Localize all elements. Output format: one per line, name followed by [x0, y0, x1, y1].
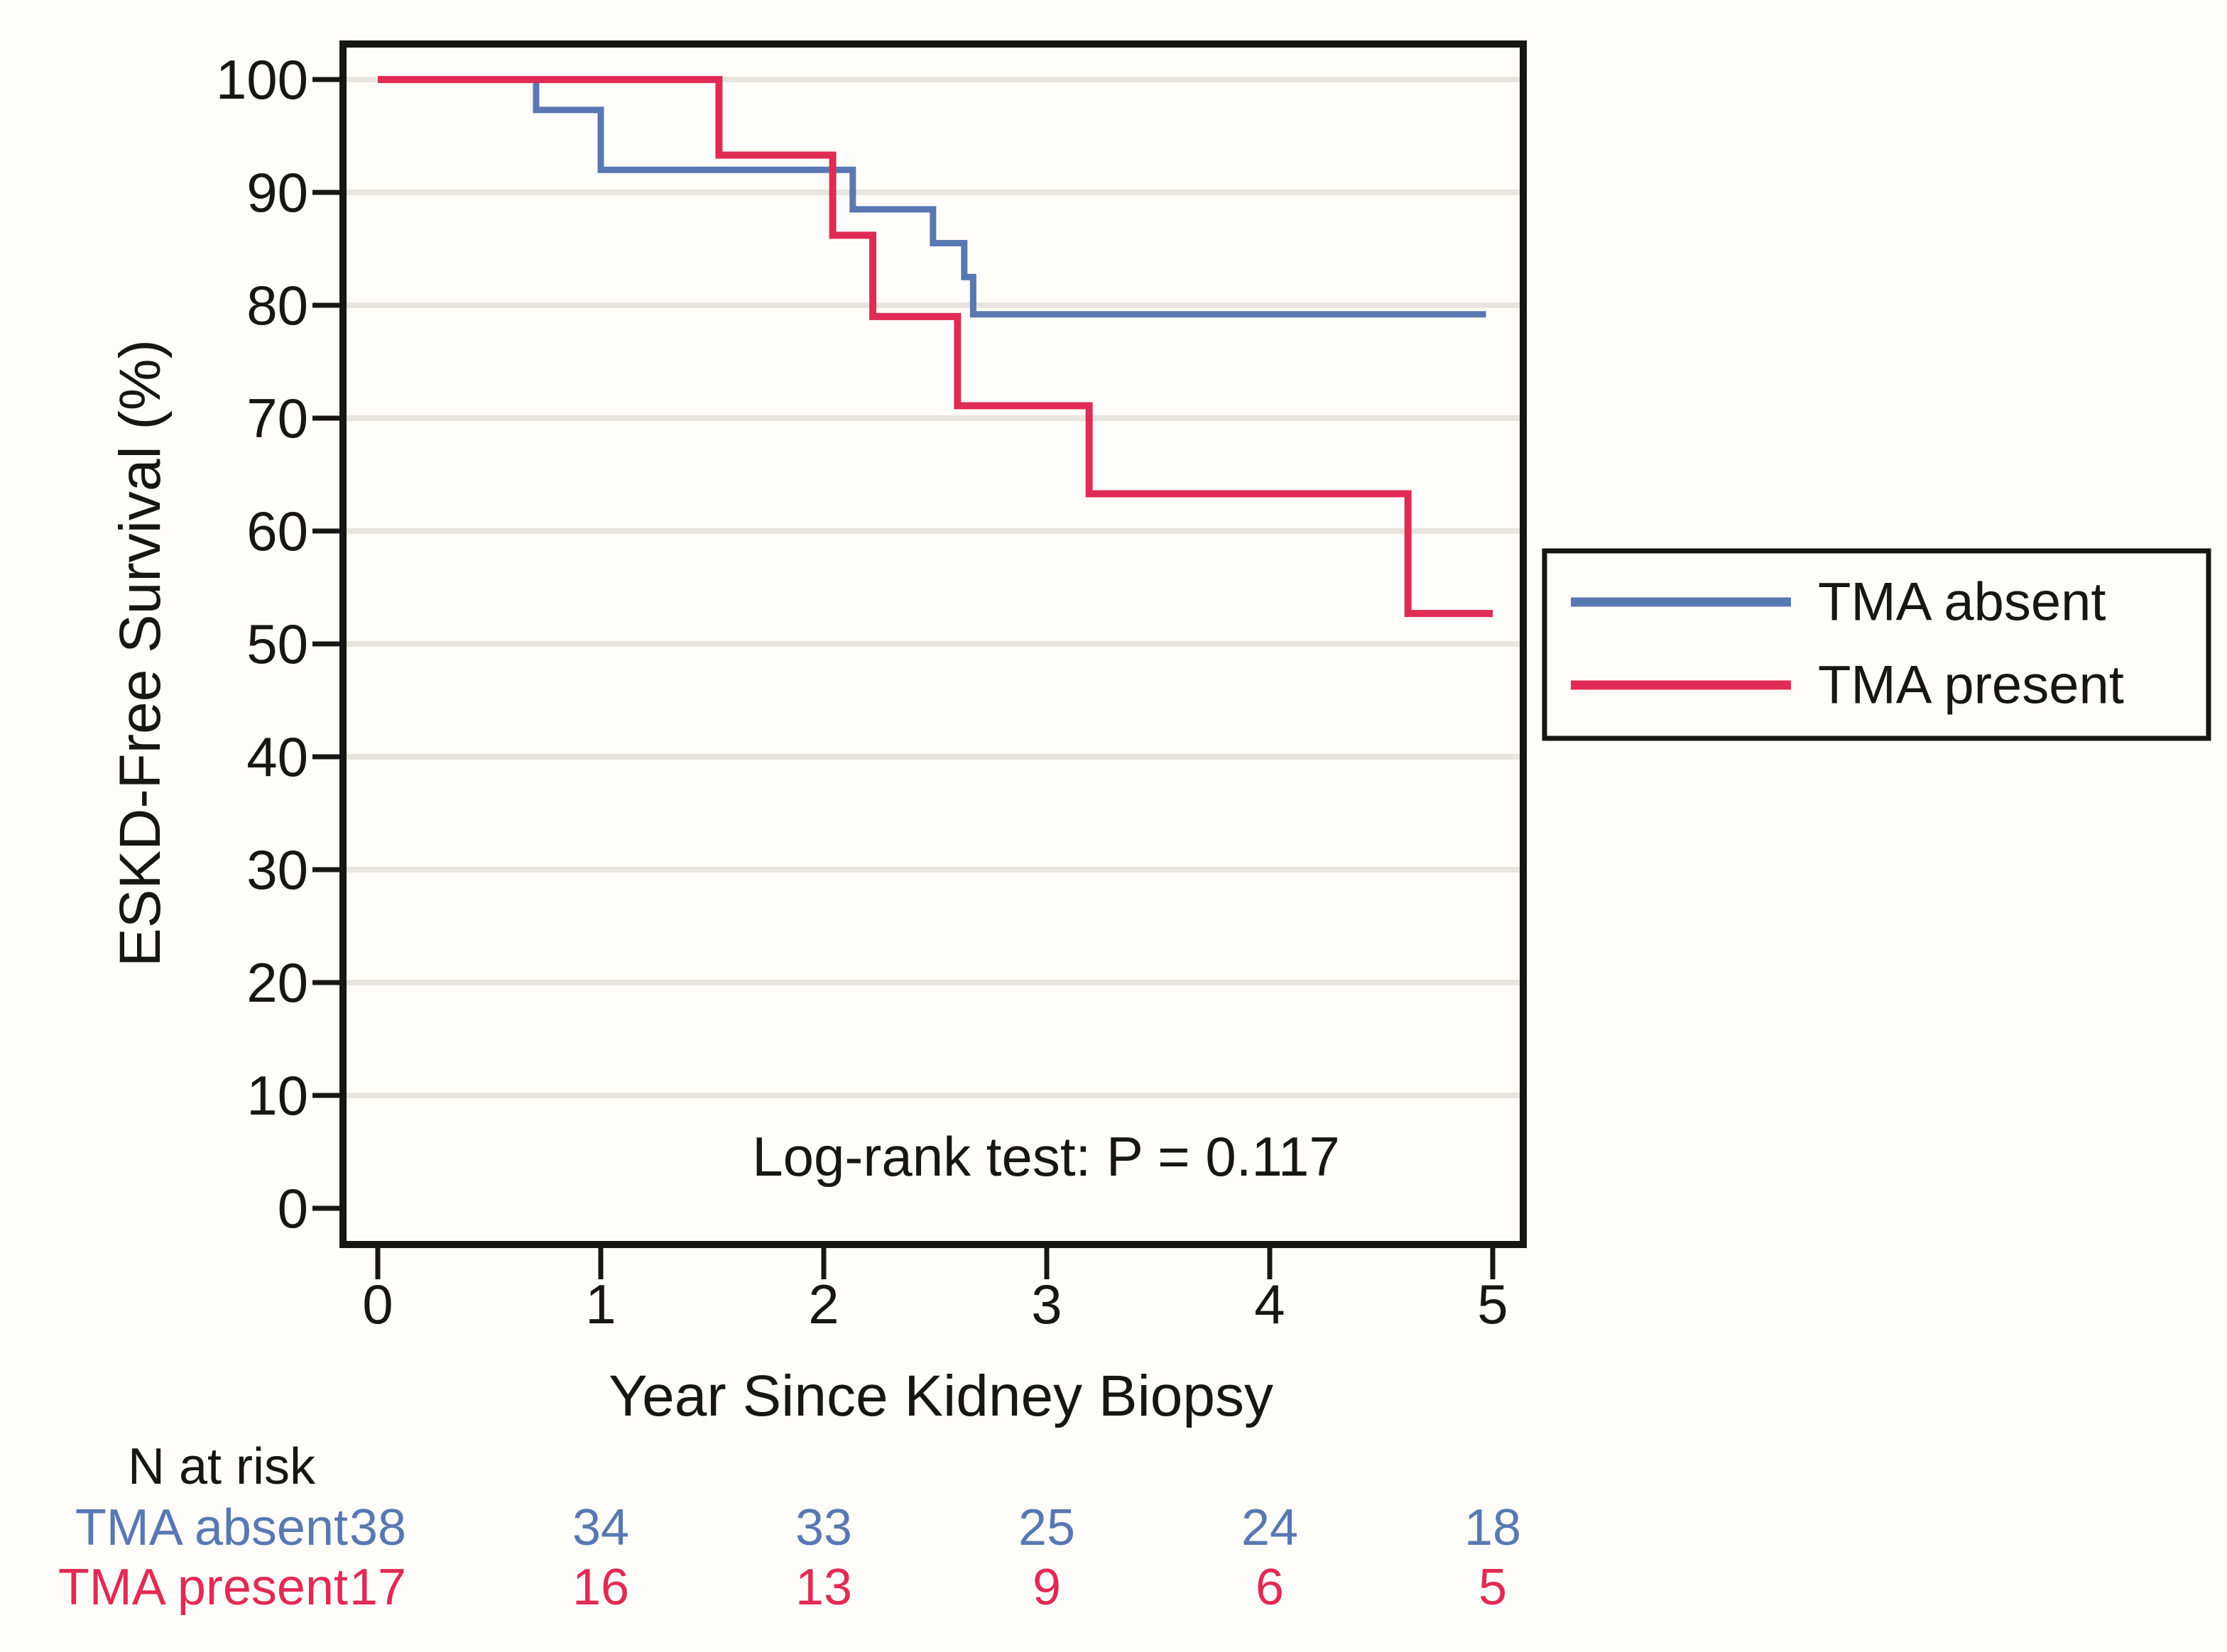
y-tick-label-90: 90 [246, 161, 308, 224]
at-risk-count-tma-absent-year-0: 38 [349, 1499, 406, 1556]
legend-box [1542, 548, 2211, 741]
at-risk-count-tma-absent-year-1: 34 [572, 1499, 629, 1556]
y-tick-label-60: 60 [246, 500, 308, 562]
x-tick-label-2: 2 [808, 1273, 839, 1335]
at-risk-row-label-tma-absent: TMA absent [75, 1499, 348, 1556]
y-tick-label-70: 70 [246, 387, 308, 449]
series-tma-present-line [378, 76, 1493, 618]
x-tick-labels: 0 1 2 3 4 5 [362, 1273, 1508, 1335]
at-risk-count-tma-present-year-2: 13 [795, 1559, 852, 1616]
y-tick-label-30: 30 [246, 838, 308, 901]
at-risk-count-tma-present-year-5: 5 [1479, 1559, 1507, 1616]
at-risk-count-tma-present-year-3: 9 [1033, 1559, 1061, 1616]
legend-label-tma-present: TMA present [1818, 655, 2124, 716]
x-axis-title: Year Since Kidney Biopsy [609, 1364, 1273, 1428]
y-tick-label-0: 0 [278, 1177, 308, 1240]
x-tick-label-0: 0 [362, 1273, 393, 1335]
at-risk-count-tma-absent-year-5: 18 [1464, 1499, 1521, 1556]
gridlines [343, 77, 1523, 1098]
y-axis-ticks [312, 77, 343, 1211]
y-tick-labels: 0 10 20 30 40 50 60 70 80 90 100 [216, 48, 308, 1240]
at-risk-count-tma-absent-year-4: 24 [1241, 1499, 1298, 1556]
at-risk-count-tma-present-year-4: 6 [1256, 1559, 1284, 1616]
x-axis-ticks [375, 1245, 1496, 1279]
y-tick-label-80: 80 [246, 274, 308, 337]
at-risk-row-label-tma-present: TMA present [58, 1559, 348, 1616]
y-tick-label-40: 40 [246, 726, 308, 788]
logrank-annotation: Log-rank test: P = 0.117 [752, 1125, 1340, 1188]
at-risk-counts-tma-absent: 38 34 33 25 24 18 [349, 1499, 1521, 1556]
series-tma-absent-line [378, 76, 1486, 318]
y-tick-label-100: 100 [216, 48, 308, 111]
at-risk-counts-tma-present: 17 16 13 9 6 5 [349, 1559, 1507, 1616]
x-tick-label-3: 3 [1031, 1273, 1062, 1335]
at-risk-header: N at risk [128, 1438, 316, 1495]
x-tick-label-1: 1 [585, 1273, 616, 1335]
y-tick-label-20: 20 [246, 951, 308, 1014]
at-risk-count-tma-absent-year-2: 33 [795, 1499, 852, 1556]
x-tick-label-4: 4 [1254, 1273, 1285, 1335]
legend: TMA absent TMA present [1542, 548, 2211, 741]
y-tick-label-10: 10 [246, 1064, 308, 1127]
y-axis-title: ESKD-Free Survival (%) [108, 339, 173, 967]
at-risk-count-tma-absent-year-3: 25 [1018, 1499, 1075, 1556]
y-tick-label-50: 50 [246, 613, 308, 675]
at-risk-count-tma-present-year-0: 17 [349, 1559, 406, 1616]
at-risk-table: N at risk TMA absent TMA present 38 34 33 2… [58, 1438, 1521, 1616]
legend-label-tma-absent: TMA absent [1818, 572, 2106, 633]
at-risk-count-tma-present-year-1: 16 [572, 1559, 629, 1616]
x-tick-label-5: 5 [1477, 1273, 1508, 1335]
